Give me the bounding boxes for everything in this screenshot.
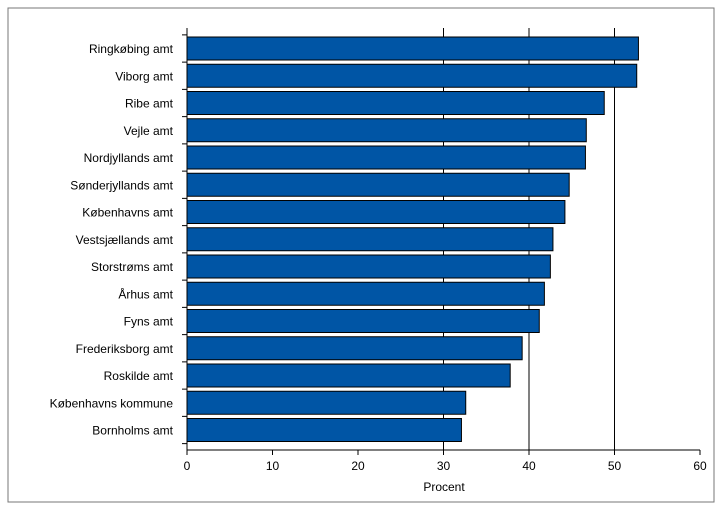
category-label-5: Nordjyllands amt (84, 151, 174, 165)
x-tick-label-60: 60 (693, 459, 707, 473)
category-label-6: Sønderjyllands amt (70, 178, 173, 192)
bar-8 (186, 227, 554, 252)
category-label-13: Roskilde amt (104, 369, 174, 383)
category-label-4: Vejle amt (124, 124, 174, 138)
bar-3 (186, 91, 605, 115)
x-tick-label-20: 20 (351, 459, 365, 473)
bar-11 (186, 309, 540, 333)
x-tick-label-50: 50 (608, 459, 622, 473)
category-label-3: Ribe amt (125, 97, 174, 111)
category-labels: Ringkøbing amt Viborg amt Ribe amt Vejle am… (50, 42, 174, 438)
category-label-8: Vestsjællands amt (76, 233, 174, 247)
category-label-9: Storstrøms amt (91, 260, 174, 274)
x-tick-label-40: 40 (522, 459, 536, 473)
bars-group (186, 36, 639, 442)
bar-14 (186, 390, 467, 415)
category-label-7: Københavns amt (82, 206, 173, 220)
x-tick-label-30: 30 (437, 459, 451, 473)
category-label-14: Københavns kommune (50, 396, 174, 410)
category-label-2: Viborg amt (115, 69, 173, 83)
bar-7 (186, 200, 566, 224)
bar-13 (186, 363, 511, 388)
bar-2 (186, 63, 638, 88)
category-label-10: Århus amt (118, 286, 173, 301)
chart-border (7, 7, 715, 503)
category-label-11: Fyns amt (124, 315, 174, 329)
category-label-12: Frederiksborg amt (76, 342, 174, 356)
bar-1 (186, 36, 639, 61)
x-tick-label-0: 0 (184, 459, 191, 473)
x-axis: 0 10 20 30 40 50 60 (182, 28, 707, 473)
category-label-15: Bornholms amt (92, 424, 173, 438)
x-tick-label-10: 10 (266, 459, 280, 473)
bar-5 (186, 145, 586, 170)
bar-12 (186, 336, 523, 361)
bar-15 (186, 418, 462, 442)
category-label-1: Ringkøbing amt (89, 42, 174, 56)
bar-10 (186, 281, 545, 306)
bar-9 (186, 254, 551, 279)
bar-4 (186, 118, 587, 143)
bar-6 (186, 172, 570, 197)
x-axis-title: Procent (423, 480, 465, 494)
